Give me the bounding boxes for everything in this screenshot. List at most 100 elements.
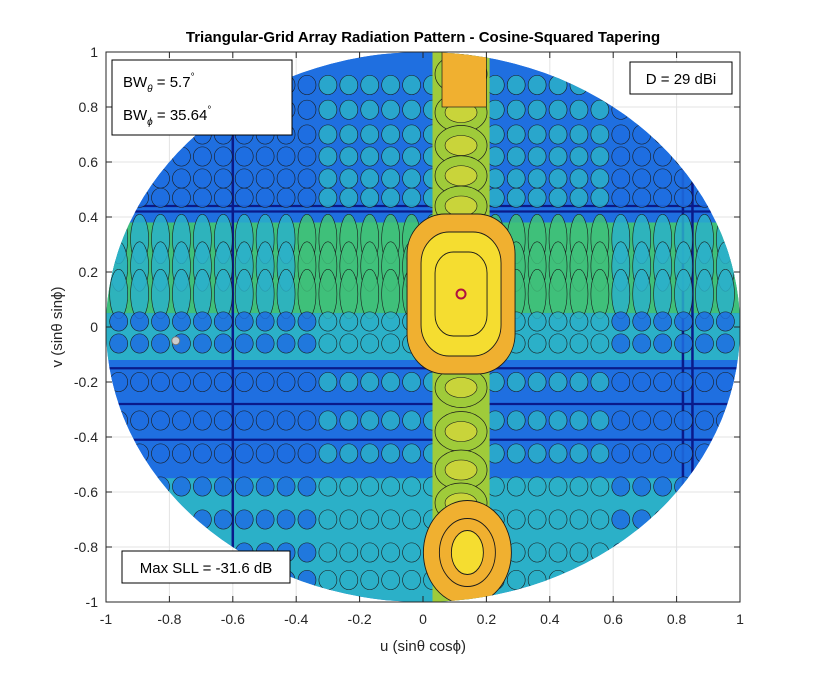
sidelobe (506, 509, 526, 530)
sidelobe (548, 99, 568, 120)
x-tick-label: -0.6 (221, 611, 245, 627)
sidelobe (234, 410, 254, 431)
sidelobe (548, 509, 568, 530)
sidelobe (339, 333, 359, 354)
sidelobe (151, 372, 170, 392)
sidelobe (590, 168, 610, 189)
sidelobe (632, 333, 652, 354)
sidelobe (193, 146, 212, 167)
sidelobe (255, 372, 275, 392)
sidelobe (213, 168, 233, 189)
sidelobe (402, 476, 421, 497)
y-tick-label: 0 (90, 319, 98, 335)
sidelobe (632, 168, 652, 189)
sidelobe (653, 443, 672, 464)
sidelobe (402, 372, 421, 392)
sidelobe (548, 372, 568, 392)
sidelobe (590, 268, 610, 320)
sidelobe (527, 187, 547, 208)
sidelobe (590, 99, 610, 120)
sidelobe (276, 443, 296, 464)
sidelobe (402, 124, 421, 145)
sidelobe (381, 311, 400, 332)
chart-title: Triangular-Grid Array Radiation Pattern … (186, 29, 660, 46)
sidelobe (569, 268, 589, 320)
y-tick-label: 1 (90, 44, 98, 60)
sidelobe (527, 410, 547, 431)
sidelobe (130, 372, 149, 392)
sidelobe (381, 168, 400, 189)
sidelobe (276, 509, 296, 530)
sidelobe (109, 311, 128, 332)
sidelobe (172, 268, 191, 320)
sidelobe (653, 333, 672, 354)
sidelobe (193, 410, 212, 431)
sidelobe (569, 168, 589, 189)
sidelobe (569, 509, 589, 530)
sidelobe (548, 443, 568, 464)
sidelobe (506, 187, 526, 208)
sidelobe (360, 311, 380, 332)
sidelobe (172, 311, 191, 332)
sidelobe (360, 268, 380, 320)
sidelobe (402, 509, 421, 530)
sidelobe (276, 476, 296, 497)
sidelobe (172, 372, 191, 392)
sidelobe (381, 443, 400, 464)
sidelobe (297, 168, 317, 189)
sidelobe (381, 268, 400, 320)
ridge-lobe-core (444, 165, 478, 187)
sidelobe (193, 187, 212, 208)
sidelobe (695, 410, 714, 431)
sidelobe (569, 443, 589, 464)
sidelobe (297, 311, 317, 332)
sidelobe (674, 443, 693, 464)
y-tick-label: -0.8 (74, 539, 98, 555)
sidelobe (234, 476, 254, 497)
sidelobe (402, 146, 421, 167)
ridge-lobe-core (444, 377, 478, 398)
sidelobe (318, 443, 338, 464)
sidelobe (276, 311, 296, 332)
directivity-box: D = 29 dBi (629, 61, 733, 95)
ridge-lobe-core (444, 135, 478, 156)
sidelobe (632, 410, 652, 431)
sidelobe (339, 187, 359, 208)
sidelobe (548, 187, 568, 208)
sidelobe (360, 146, 380, 167)
sidelobe (151, 443, 170, 464)
max-sll-box: Max SLL = -31.6 dB (121, 550, 291, 584)
sidelobe (674, 311, 693, 332)
x-axis: -1 -0.8 -0.6 -0.4 -0.2 0 0.2 0.4 0.6 0.8 1 (100, 52, 744, 627)
sidelobe (234, 333, 254, 354)
sidelobe (297, 124, 317, 145)
sidelobe (381, 410, 400, 431)
sidelobe (506, 146, 526, 167)
sidelobe (611, 146, 631, 167)
sidelobe (339, 311, 359, 332)
sidelobe (318, 75, 338, 95)
sidelobe (193, 311, 212, 332)
sidelobe (611, 443, 631, 464)
sidelobe (569, 311, 589, 332)
sidelobe (360, 570, 380, 590)
sidelobe (527, 372, 547, 392)
sidelobe (255, 187, 275, 208)
y-axis: 1 0.8 0.6 0.4 0.2 0 -0.2 -0.4 -0.6 -0.8 -1 (74, 44, 740, 610)
sidelobe (213, 146, 233, 167)
sidelobe (360, 75, 380, 95)
x-axis-label: u (sinθ cosϕ) (380, 638, 466, 655)
sidelobe (360, 410, 380, 431)
top-lobe (441, 52, 487, 108)
sidelobe (255, 410, 275, 431)
sidelobe (548, 268, 568, 320)
sidelobe (360, 443, 380, 464)
sidelobe (716, 372, 735, 392)
sidelobe (172, 168, 191, 189)
sidelobe (506, 124, 526, 145)
sidelobe (548, 542, 568, 563)
sidelobe (402, 410, 421, 431)
sidelobe (611, 124, 631, 145)
